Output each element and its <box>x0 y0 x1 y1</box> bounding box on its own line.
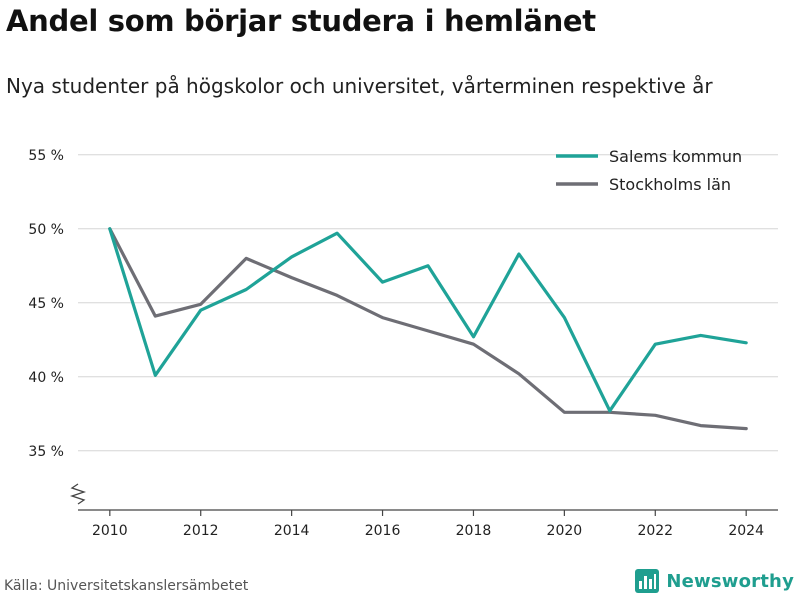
brand-name: Newsworthy <box>666 570 794 592</box>
axis-break-icon <box>69 483 87 505</box>
x-tick-label: 2016 <box>365 523 401 539</box>
x-tick-label: 2024 <box>728 523 764 539</box>
legend-label: Salems kommun <box>609 147 742 166</box>
x-tick-label: 2018 <box>456 523 492 539</box>
chart-subtitle: Nya studenter på högskolor och universit… <box>6 74 713 98</box>
legend: Salems kommun Stockholms län <box>556 147 742 194</box>
x-tick-label: 2012 <box>183 523 219 539</box>
y-tick-label: 40 % <box>28 370 64 386</box>
y-tick-label: 35 % <box>28 444 64 460</box>
source-note: Källa: Universitetskanslersämbetet <box>4 578 249 594</box>
x-tick-label: 2014 <box>274 523 310 539</box>
bar-chart-logo-icon <box>635 569 660 593</box>
x-tick-label: 2022 <box>637 523 673 539</box>
x-tick-label: 2010 <box>92 523 128 539</box>
y-tick-label: 55 % <box>28 148 64 164</box>
x-tick-label: 2020 <box>547 523 583 539</box>
brand-logo[interactable]: Newsworthy <box>634 568 794 594</box>
legend-label: Stockholms län <box>609 175 731 194</box>
axes: 35 % 40 % 45 % 50 % 55 % 2010 2012 2014 2016 2018… <box>28 148 778 539</box>
chart-title: Andel som börjar studera i hemlänet <box>6 4 596 38</box>
series-line <box>108 227 748 413</box>
y-tick-label: 45 % <box>28 296 64 312</box>
y-tick-label: 50 % <box>28 222 64 238</box>
series-lines <box>108 227 748 431</box>
grid-lines <box>78 154 778 452</box>
series-line <box>108 227 748 431</box>
